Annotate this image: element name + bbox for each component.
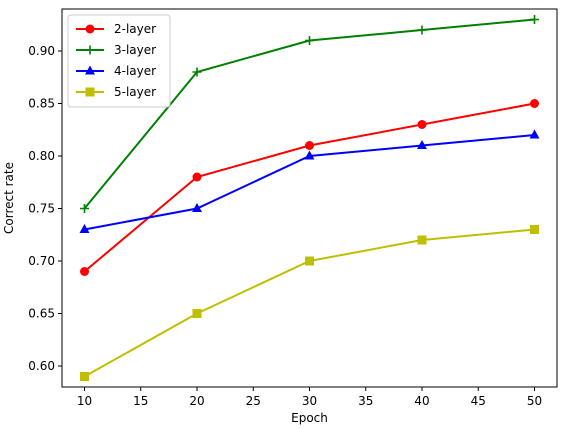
legend-label: 5-layer [114,85,156,99]
legend-marker [85,87,95,97]
data-point-5-layer-30 [305,256,314,266]
y-tick-label: 0.60 [28,359,55,373]
x-tick-label: 30 [302,394,317,408]
y-tick-label: 0.75 [28,202,55,216]
legend-item-3-layer: 3-layer [76,43,156,57]
legend-item-5-layer: 5-layer [76,85,156,99]
data-point-4-layer-10 [79,224,90,233]
x-tick-label: 40 [414,394,429,408]
data-point-5-layer-50 [530,225,539,234]
data-point-2-layer-50 [530,99,539,108]
legend-item-2-layer: 2-layer [76,22,156,36]
data-point-2-layer-20 [192,172,202,182]
x-tick-label: 25 [246,394,261,408]
data-point-2-layer-30 [305,141,314,150]
data-point-3-layer-30 [305,36,314,45]
x-tick-label: 35 [358,394,373,408]
data-point-3-layer-40 [417,25,427,35]
legend-label: 3-layer [114,43,156,57]
data-point-4-layer-30 [304,150,315,160]
x-tick-label: 50 [527,394,542,408]
series-2-layer [80,99,539,276]
data-point-3-layer-10 [80,204,89,213]
x-tick-label: 15 [133,394,148,408]
data-point-2-layer-10 [80,267,89,276]
legend-marker [85,45,95,55]
data-point-4-layer-20 [192,203,202,212]
data-point-3-layer-50 [530,15,539,24]
y-tick-label: 0.65 [28,307,55,321]
legend-box [67,14,171,108]
x-axis-label: Epoch [291,411,328,425]
legend-label: 2-layer [114,22,156,36]
series-4-layer [79,129,540,233]
data-point-4-layer-50 [529,129,540,139]
data-point-5-layer-10 [80,372,89,381]
series-5-layer [80,225,539,381]
y-axis-label: Correct rate [2,162,16,234]
series-3-layer [80,15,539,213]
data-point-3-layer-20 [192,67,202,77]
legend-marker [85,65,95,75]
data-point-5-layer-20 [192,309,202,318]
x-tick-label: 10 [77,394,92,408]
y-tick-label: 0.70 [28,254,55,268]
axis-ticks: 10 15 20 25 30 35 40 45 50 0.60 0.65 0.70 0.75 0.80 0.… [28,44,542,408]
y-tick-label: 0.90 [28,44,55,58]
x-tick-label: 45 [471,394,486,408]
legend: 2-layer 3-layer 4-layer 5-layer [67,14,171,108]
legend-marker [85,24,95,34]
series-line-5-layer [84,228,535,378]
y-tick-label: 0.80 [28,149,55,163]
x-tick-label: 20 [189,394,204,408]
data-point-4-layer-40 [417,140,427,149]
data-point-5-layer-40 [417,235,427,245]
plot-marks [79,15,540,381]
legend-label: 4-layer [114,64,156,78]
data-point-2-layer-40 [417,120,427,129]
legend-item-4-layer: 4-layer [76,64,156,78]
y-tick-label: 0.85 [28,97,55,111]
series-line-2-layer [83,102,535,273]
